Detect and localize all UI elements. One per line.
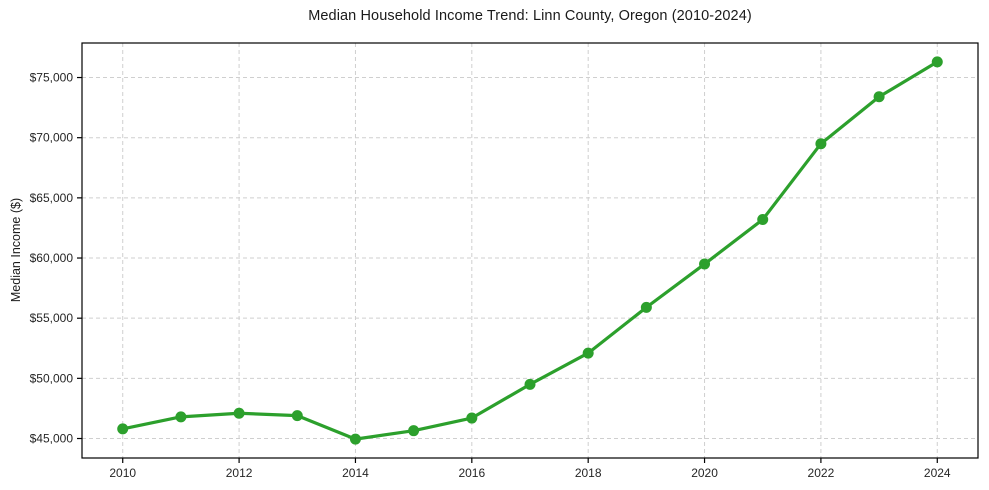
x-tick-label: 2020 <box>691 466 718 480</box>
y-tick-label: $45,000 <box>30 432 74 446</box>
x-tick-label: 2018 <box>575 466 602 480</box>
data-point-marker <box>466 412 478 424</box>
data-point-marker <box>117 423 129 435</box>
x-tick-label: 2010 <box>109 466 136 480</box>
x-tick-label: 2014 <box>342 466 369 480</box>
y-axis-title: Median Income ($) <box>9 197 23 303</box>
y-tick-label: $65,000 <box>30 191 74 205</box>
data-point-marker <box>582 347 594 359</box>
x-tick-label: 2016 <box>458 466 485 480</box>
data-point-marker <box>175 411 187 423</box>
data-point-marker <box>524 378 536 390</box>
y-tick-label: $70,000 <box>30 131 74 145</box>
data-point-marker <box>349 433 361 445</box>
x-tick-label: 2024 <box>924 466 951 480</box>
data-point-marker <box>757 214 769 226</box>
x-tick-label: 2012 <box>226 466 253 480</box>
data-point-marker <box>640 301 652 313</box>
data-point-marker <box>815 138 827 150</box>
chart-title: Median Household Income Trend: Linn Coun… <box>308 8 752 24</box>
axes-spines <box>81 42 979 459</box>
y-tick-label: $60,000 <box>30 251 74 265</box>
data-point-marker <box>931 56 943 68</box>
y-tick-label: $50,000 <box>30 371 74 385</box>
x-tick-label: 2022 <box>808 466 835 480</box>
y-tick-label: $55,000 <box>30 311 74 325</box>
data-point-marker <box>699 258 711 270</box>
data-point-marker <box>408 425 420 437</box>
y-tick-label: $75,000 <box>30 71 74 85</box>
data-point-marker <box>291 410 303 422</box>
data-point-marker <box>233 407 245 419</box>
data-point-marker <box>873 91 885 103</box>
